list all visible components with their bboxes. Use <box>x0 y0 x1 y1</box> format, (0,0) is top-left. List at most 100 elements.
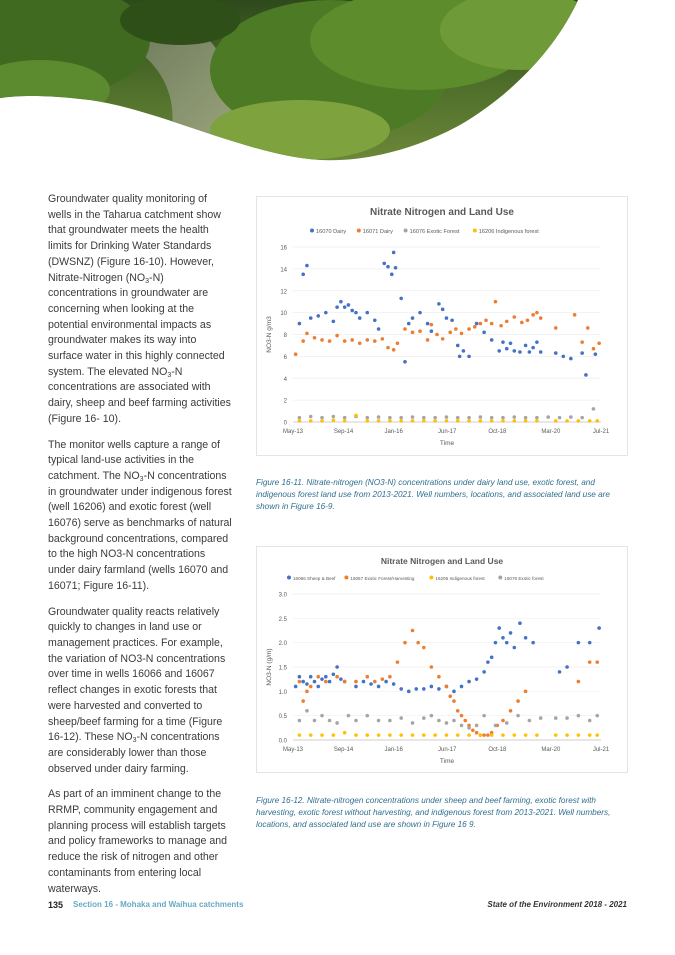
data-point <box>467 327 471 331</box>
legend-entry: 16206 Indigenous forest <box>479 229 539 235</box>
data-point <box>493 299 498 304</box>
data-point <box>459 331 464 336</box>
data-point <box>587 660 592 664</box>
data-point <box>433 733 437 737</box>
y-tick-label: 1.5 <box>279 666 288 672</box>
data-point <box>376 684 381 689</box>
data-point <box>331 733 336 737</box>
data-point <box>512 315 517 319</box>
data-point <box>437 718 441 723</box>
legend-marker <box>403 228 408 233</box>
data-point <box>486 660 490 664</box>
data-point <box>557 415 562 420</box>
body-paragraph: Groundwater quality monitoring of wells … <box>48 192 233 428</box>
x-tick-label: Mar-20 <box>541 429 561 435</box>
data-point <box>535 340 539 344</box>
data-point <box>425 338 430 342</box>
data-point <box>467 679 471 684</box>
data-point <box>335 665 339 669</box>
chart-svg: Nitrate Nitrogen and Land Use 16070 Dairy… <box>266 207 610 447</box>
data-point <box>301 272 305 277</box>
text-run: -N concentrations are considerably lower… <box>48 731 220 775</box>
data-point <box>389 272 394 277</box>
y-tick-label: 2 <box>284 399 288 405</box>
data-point <box>504 319 509 324</box>
data-point <box>297 419 302 423</box>
data-point <box>504 721 509 725</box>
data-point <box>565 716 569 720</box>
data-point <box>308 414 313 419</box>
data-point <box>461 349 466 353</box>
data-point <box>455 343 460 348</box>
data-point <box>395 660 400 664</box>
data-point <box>474 677 479 681</box>
data-point <box>523 636 528 640</box>
data-point <box>301 339 305 343</box>
data-point <box>437 674 441 679</box>
data-point <box>422 716 426 720</box>
data-point <box>489 733 494 737</box>
data-point <box>512 415 517 419</box>
legend-entry: 16076 Exotic forest <box>504 576 544 581</box>
data-point <box>316 314 321 318</box>
data-point <box>484 318 488 323</box>
data-point <box>416 640 420 645</box>
data-point <box>546 415 551 419</box>
data-point <box>587 419 592 423</box>
data-point <box>444 721 449 725</box>
data-point <box>586 326 590 330</box>
data-point <box>422 645 426 650</box>
data-point <box>444 684 449 689</box>
data-point <box>316 684 321 689</box>
legend-entry: 16206 Indigenous forest <box>435 576 485 581</box>
data-point <box>576 640 581 645</box>
legend-marker <box>472 228 477 233</box>
data-point <box>386 264 390 269</box>
data-point <box>406 689 411 694</box>
data-point <box>410 415 415 419</box>
data-point <box>308 419 313 423</box>
data-point <box>429 329 434 334</box>
data-point <box>444 733 449 737</box>
data-point <box>512 349 517 353</box>
chart-figure-16-12: Nitrate Nitrogen and Land Use 16066 Sheep… <box>256 546 628 773</box>
data-point <box>399 716 403 720</box>
data-point <box>478 419 483 423</box>
y-tick-label: 1.0 <box>279 690 288 696</box>
data-point <box>342 305 347 309</box>
data-point <box>489 655 494 660</box>
data-point <box>471 728 475 733</box>
data-point <box>499 323 503 328</box>
data-point <box>406 321 411 326</box>
y-tick-label: 8 <box>284 333 288 339</box>
data-point <box>454 327 458 331</box>
data-point <box>365 419 370 423</box>
data-point <box>520 320 524 325</box>
data-point <box>429 713 434 718</box>
data-point <box>569 415 573 419</box>
y-tick-label: 2.0 <box>279 641 288 647</box>
data-point <box>305 263 309 268</box>
data-point <box>342 679 347 684</box>
data-point <box>308 733 313 737</box>
data-point <box>467 733 471 737</box>
data-point <box>457 354 462 359</box>
x-tick-label: Mar-20 <box>541 747 561 753</box>
data-point <box>504 346 509 351</box>
data-point <box>459 713 464 718</box>
data-point <box>320 419 324 423</box>
data-point <box>339 299 343 304</box>
text-run: Groundwater quality monitoring of wells … <box>48 193 221 284</box>
header-photo <box>0 0 578 161</box>
data-point <box>301 699 305 703</box>
caption-figure-16-11: Figure 16-11. Nitrate-nitrogen (NO3-N) c… <box>256 478 610 511</box>
data-point <box>482 713 486 718</box>
data-point <box>459 723 464 728</box>
text-run: As part of an imminent change to the RRM… <box>48 788 228 895</box>
y-tick-label: 2.5 <box>279 617 288 623</box>
data-point <box>518 621 522 625</box>
x-tick-label: Oct-18 <box>488 747 507 753</box>
data-point <box>467 354 471 359</box>
data-point <box>501 733 505 737</box>
data-point <box>597 626 601 630</box>
